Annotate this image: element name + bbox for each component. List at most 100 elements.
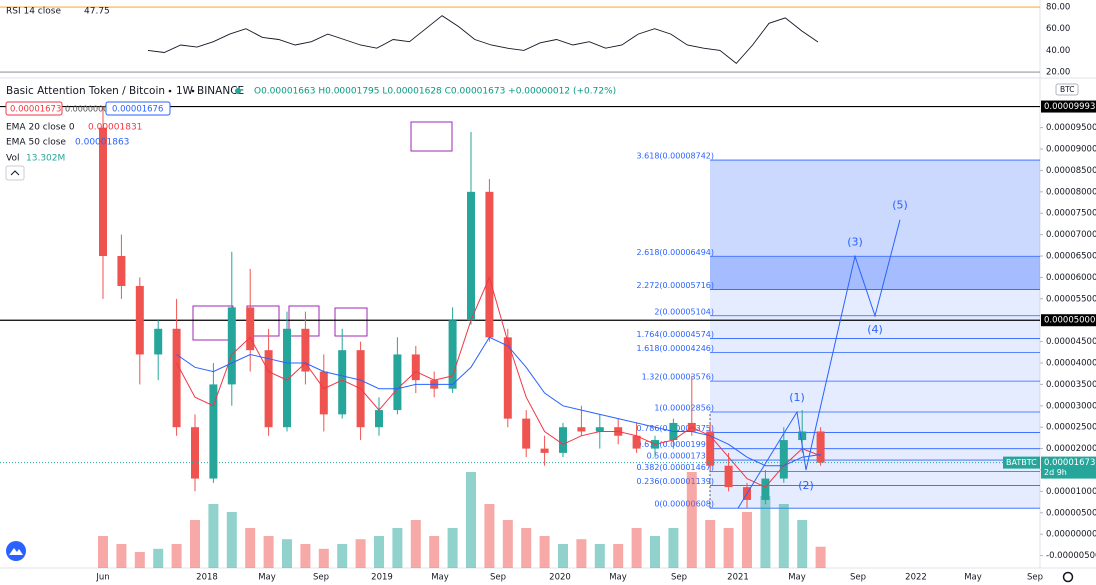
price-label-box (1041, 100, 1096, 113)
volume-bar (742, 512, 752, 568)
price-tick-label: 0.00009500 (1046, 123, 1096, 133)
ema-line (176, 336, 821, 467)
volume-bar (686, 472, 697, 568)
last-price-box (1041, 456, 1096, 479)
volume-bar (208, 504, 219, 568)
candle-body (577, 427, 586, 432)
candle-body (393, 354, 402, 411)
separator (168, 89, 172, 93)
volume-bar (116, 544, 127, 568)
volume-bar (410, 520, 421, 568)
last-price: 0.00001673 (1044, 458, 1095, 468)
fib-zone (710, 432, 1040, 449)
volume-bar (282, 539, 292, 568)
price-tick-label: 0.00009000 (1046, 145, 1096, 155)
collapse-icon (10, 170, 20, 176)
bid-box[interactable] (5, 101, 63, 116)
volume-bar (576, 539, 587, 568)
logo-mark (9, 548, 23, 555)
volume-bar (98, 536, 108, 568)
rsi-tick-label: 80.00 (1046, 3, 1070, 13)
price-axis: 20.00 40.00 60.00 80.00 -0.00000500 0.0000000… (1003, 3, 1096, 561)
unit-label: BTC (1060, 85, 1075, 94)
ema50-value: 0.00001863 (75, 138, 129, 148)
price-label-box (1041, 314, 1096, 327)
candle-body (135, 285, 144, 355)
fib-zone (710, 256, 1040, 290)
candle-body (595, 427, 604, 432)
candle-body (559, 427, 567, 453)
candle-body (411, 354, 420, 381)
time-label: Sep (1027, 573, 1043, 583)
time-label: 2020 (549, 573, 571, 583)
candle-body (522, 418, 531, 449)
highlight-box (410, 121, 453, 152)
volume-bar (815, 546, 826, 568)
separator (191, 89, 195, 93)
volume-bar (171, 544, 182, 568)
fib-zone (710, 411, 1040, 433)
fib-label: 1.32(0.00003576) (642, 373, 714, 382)
fib-label: 0(0.00000608) (654, 500, 714, 509)
rsi-line (147, 15, 819, 65)
candle-body (301, 328, 310, 372)
rsi-tick-label: 20.00 (1046, 68, 1070, 78)
volume-bar (374, 536, 384, 568)
price-tick-label: 0.00008500 (1046, 166, 1096, 176)
volume-bar (594, 544, 605, 568)
ema50-legend: EMA 50 close (6, 138, 66, 148)
ohlc: O0.00001663 H0.00001795 L0.00001628 C0.0… (254, 87, 616, 97)
price-tick-label: 0.00001000 (1046, 487, 1096, 497)
fib-zone (710, 448, 1040, 461)
fib-label: 1(0.00002856) (654, 403, 714, 412)
candle-body (540, 448, 549, 453)
volume-bar (631, 528, 642, 568)
volume-bar (668, 528, 679, 568)
fib-zone (710, 160, 1040, 257)
candle-body (724, 465, 733, 488)
time-label: May (258, 573, 276, 583)
candle-body (227, 307, 236, 385)
symbol-label: BATBTC (1006, 458, 1037, 467)
volume-bar (447, 528, 458, 568)
volume-bar (392, 528, 403, 568)
candle-body (117, 256, 126, 286)
spread: 0.00000003 (65, 105, 113, 114)
fib-zone (710, 485, 1040, 509)
time-axis: Jun 2018 May Sep 2019 May Sep 2020 May Sep 2021 May… (95, 573, 1043, 583)
price-tick-label: 0.00004500 (1046, 337, 1096, 347)
volume-bar (190, 520, 200, 568)
candle-body (191, 427, 199, 479)
volume-bar (705, 520, 716, 568)
time-label: Sep (850, 573, 866, 583)
time-label: Jun (95, 573, 109, 583)
price-tick-label: -0.00000500 (1046, 551, 1096, 561)
collapse-button[interactable] (5, 165, 25, 181)
unit-box (1055, 83, 1079, 96)
candle-body (485, 191, 494, 338)
legend: RSI 14 close 47.75 Basic Attention Token… (5, 7, 616, 181)
highlight-box (334, 307, 368, 337)
candle-body (209, 384, 218, 479)
ask-box[interactable] (105, 101, 171, 116)
time-label: May (788, 573, 806, 583)
candle-body (798, 431, 807, 441)
candle-body (632, 435, 641, 449)
volume-bar (613, 544, 624, 568)
candle-body (319, 371, 328, 415)
symbol-title: Basic Attention Token / Bitcoin (6, 85, 165, 97)
time-label: Sep (490, 573, 506, 583)
volume-bar (502, 520, 513, 568)
candle-body (172, 328, 181, 428)
price-label: 0.00009993 (1044, 102, 1095, 112)
settings-icon[interactable] (1062, 571, 1074, 583)
volume-bar (723, 528, 734, 568)
price-tick-label: 0.00003000 (1046, 401, 1096, 411)
market-status (235, 88, 241, 94)
volume-bar (245, 528, 256, 568)
volume-bar (778, 504, 789, 568)
rsi-pane (0, 6, 1040, 73)
fib-label: 0.236(0.00001139) (637, 477, 715, 486)
